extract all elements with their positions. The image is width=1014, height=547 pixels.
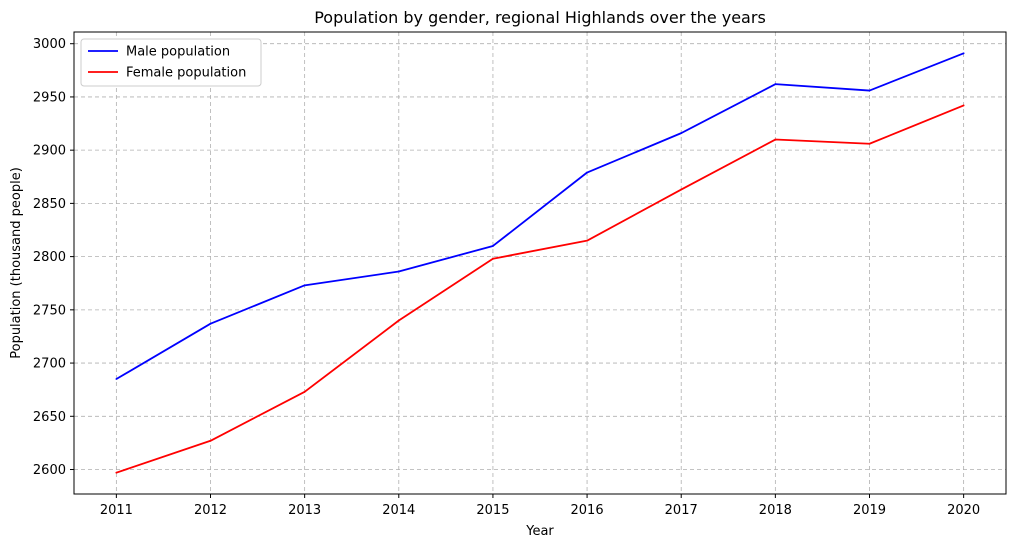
y-tick-label: 2850 [33,197,66,212]
data-point-male-population [586,171,588,174]
y-tick-label: 2900 [33,144,66,159]
y-tick-label: 2700 [33,357,66,372]
x-tick-label: 2015 [476,503,509,518]
data-point-female-population [115,471,118,474]
series-line-male-population [115,52,964,380]
data-point-female-population [303,390,306,393]
x-tick-label: 2018 [759,503,792,518]
y-tick-label: 2600 [33,463,66,478]
data-point-female-population [586,239,588,242]
data-point-female-population [680,188,683,191]
data-point-male-population [492,245,494,247]
x-tick-label: 2020 [947,503,980,518]
legend: Male population Female population [80,38,262,87]
chart-title: Population by gender, regional Highlands… [314,8,766,27]
data-point-female-population [868,142,871,145]
legend-box [80,38,262,87]
data-point-female-population [774,138,777,141]
x-tick-label: 2012 [194,503,227,518]
data-point-female-population [492,257,494,260]
data-point-female-population [397,319,400,322]
data-point-male-population [962,52,965,55]
x-axis-label: Year [525,524,554,539]
x-tick-label: 2017 [665,503,698,518]
x-tick-label: 2016 [571,503,604,518]
data-point-male-population [868,89,871,92]
plot-frame [73,31,1007,495]
x-tick-label: 2019 [853,503,886,518]
series-layer [115,52,965,474]
data-point-male-population [209,322,212,325]
data-point-male-population [397,270,400,273]
data-point-male-population [680,132,683,135]
series-line-female-population [116,104,964,474]
grid [74,32,1006,494]
legend-label-male: Male population [126,45,230,60]
data-point-male-population [303,284,306,287]
data-point-female-population [962,104,965,107]
data-point-male-population [774,83,777,86]
y-tick-label: 3000 [33,37,66,52]
legend-label-female: Female population [126,66,246,81]
y-tick-label: 2750 [33,303,66,318]
x-tick-label: 2013 [288,503,321,518]
x-tick-label: 2011 [100,503,133,518]
y-tick-label: 2800 [33,250,66,265]
x-tick-label: 2014 [382,503,415,518]
y-axis-label: Population (thousand people) [9,167,24,359]
plot-area [74,32,1006,494]
y-tick-label: 2650 [33,410,66,425]
y-tick-label: 2950 [33,90,66,105]
data-point-female-population [209,439,212,442]
data-point-male-population [115,378,118,380]
x-axis: 2011 2012 2013 2014 2015 2016 2017 2018 2019 2020 [100,494,980,518]
y-axis: 2600 2650 2700 2750 2800 2850 2900 2950 3000 [33,37,74,478]
